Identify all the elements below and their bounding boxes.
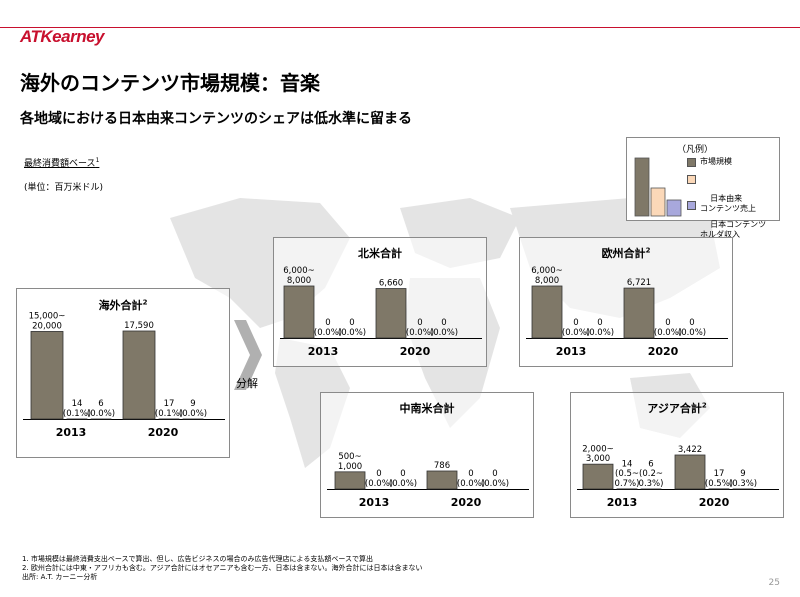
data-label: 0 (0.0%) (365, 469, 393, 489)
data-label: 500~ 1,000 (338, 452, 362, 472)
bar-2020-market (674, 454, 706, 490)
chart-legend: （凡例） 市場規模 日本由来 コンテンツ売上 日本コンテンツ ホルダ収入 (626, 137, 780, 239)
data-label: 0 (0.0%) (654, 318, 682, 338)
data-label: 6,000~ 8,000 (531, 266, 562, 286)
data-label: 0 (0.0%) (678, 318, 706, 338)
footnote-2: 2. 欧州合計には中東・アフリカも含む。アジア合計にはオセアニアも含む一方、日本… (22, 564, 423, 572)
x-tick-label-2020: 2020 (148, 426, 179, 439)
x-tick-label-2013: 2013 (359, 496, 390, 509)
data-label: 0 (0.0%) (457, 469, 485, 489)
page-number: 25 (768, 578, 780, 588)
bar-2020-market (426, 470, 458, 490)
page-title: 海外のコンテンツ市場規模：音楽 (20, 71, 320, 95)
divide-label: 分解 (236, 377, 258, 390)
chart-panel-latin-america: 中南米合計 500~ 1,000 0 (0.0%) 0 (0.0%) 2013 786 0 (0.… (320, 392, 534, 518)
x-tick-label-2020: 2020 (648, 345, 679, 358)
data-label: 17 (0.5%) (705, 469, 733, 489)
legend-item-holder: 日本コンテンツ ホルダ収入 (687, 200, 767, 250)
data-label: 15,000~ 20,000 (29, 312, 66, 332)
data-label: 14 (0.5~ 0.7%) (615, 459, 640, 489)
legend-label-origin: 日本由来 コンテンツ売上 (700, 194, 756, 213)
panel-title: 海外合計2 (98, 298, 148, 312)
chart-panel-asia: アジア合計2 2,000~ 3,000 14 (0.5~ 0.7%) 6 (0.2~ 0.3%… (570, 392, 784, 518)
data-label: 14 (0.1%) (63, 399, 91, 419)
unit-note: (単位：百万米ドル) (24, 183, 104, 193)
company-logo: ATKearney (20, 27, 105, 46)
data-label: 0 (0.0%) (406, 318, 434, 338)
legend-label-market: 市場規模 (700, 157, 732, 166)
data-label: 0 (0.0%) (338, 318, 366, 338)
page-subtitle: 各地域における日本由来コンテンツのシェアは低水準に留まる (20, 111, 412, 127)
data-label: 3,422 (678, 445, 702, 455)
legend-swatch-origin (687, 175, 696, 184)
data-label: 6 (0.0%) (87, 399, 115, 419)
bar-chart-svg: 15,000~ 20,000 14 (0.1%)6 (0.0%)2013 17,590 17… (23, 312, 225, 439)
panel-title: 中南米合計 (399, 402, 455, 415)
bar-2013-market (30, 331, 64, 420)
legend-swatch-holder (687, 201, 696, 210)
legend-item-market: 市場規模 (687, 157, 732, 167)
legend-sample-bar-market (634, 157, 650, 217)
bar-2013-market (531, 285, 563, 339)
x-tick-label-2020: 2020 (699, 496, 730, 509)
chart-panel-europe: 欧州合計2 6,000~ 8,000 0 (0.0%) 0 (0.0%) 2013 6,721… (519, 237, 733, 367)
data-label: 6,000~ 8,000 (283, 266, 314, 286)
x-tick-label-2013: 2013 (556, 345, 587, 358)
x-tick-label-2013: 2013 (56, 426, 87, 439)
chart-panel-overseas-total: 海外合計2 15,000~ 20,000 14 (0.1%) 6 (0.0%) 2013 17… (16, 288, 230, 458)
footnote-source: 出所: A.T. カーニー分析 (22, 573, 98, 581)
legend-label-holder: 日本コンテンツ ホルダ収入 (700, 220, 767, 239)
x-tick-label-2013: 2013 (308, 345, 339, 358)
legend-item-origin: 日本由来 コンテンツ売上 (687, 174, 756, 224)
data-label: 17,590 (124, 321, 154, 331)
x-tick-label-2020: 2020 (400, 345, 431, 358)
bar-2020-market (375, 288, 407, 339)
bar-2020-market (122, 330, 156, 420)
bar-2013-market (582, 463, 614, 490)
header-rule (0, 27, 800, 28)
data-label: 0 (0.0%) (389, 469, 417, 489)
basis-note: 最終消費額ベース1 (24, 157, 100, 169)
data-label: 0 (0.0%) (481, 469, 509, 489)
data-label: 0 (0.0%) (314, 318, 342, 338)
panel-title: 欧州合計2 (601, 246, 651, 260)
footnotes: 1. 市場規模は最終消費支出ベースで算出、但し、広告ビジネスの場合のみ広告代理店… (22, 555, 422, 582)
legend-sample-bar-origin (650, 187, 666, 217)
data-label: 0 (0.0%) (430, 318, 458, 338)
data-label: 0 (0.0%) (586, 318, 614, 338)
panel-title: アジア合計2 (647, 401, 707, 415)
legend-swatch-market (687, 158, 696, 167)
data-label: 6,721 (627, 278, 651, 288)
data-label: 9 (0.3%) (729, 469, 757, 489)
bar-2013-market (283, 285, 315, 339)
data-label: 6 (0.2~ 0.3%) (639, 459, 664, 489)
data-label: 786 (434, 461, 450, 471)
panel-title: 北米合計 (358, 247, 402, 260)
chart-panel-north-america: 北米合計 6,000~ 8,000 0 (0.0%) 0 (0.0%) 2013 6,660 0… (273, 237, 487, 367)
x-tick-label-2020: 2020 (451, 496, 482, 509)
bar-2020-market (623, 287, 655, 339)
data-label: 17 (0.1%) (155, 399, 183, 419)
divide-arrow-icon (234, 320, 262, 390)
legend-sample-bars (634, 157, 682, 217)
footnote-1: 1. 市場規模は最終消費支出ベースで算出、但し、広告ビジネスの場合のみ広告代理店… (22, 555, 373, 563)
data-label: 2,000~ 3,000 (582, 444, 613, 464)
data-label: 0 (0.0%) (562, 318, 590, 338)
legend-title: （凡例） (677, 145, 714, 155)
bar-2013-market (334, 471, 366, 490)
data-label: 6,660 (379, 279, 403, 289)
data-label: 9 (0.0%) (179, 399, 207, 419)
legend-sample-bar-holder (666, 199, 682, 217)
x-tick-label-2013: 2013 (607, 496, 638, 509)
